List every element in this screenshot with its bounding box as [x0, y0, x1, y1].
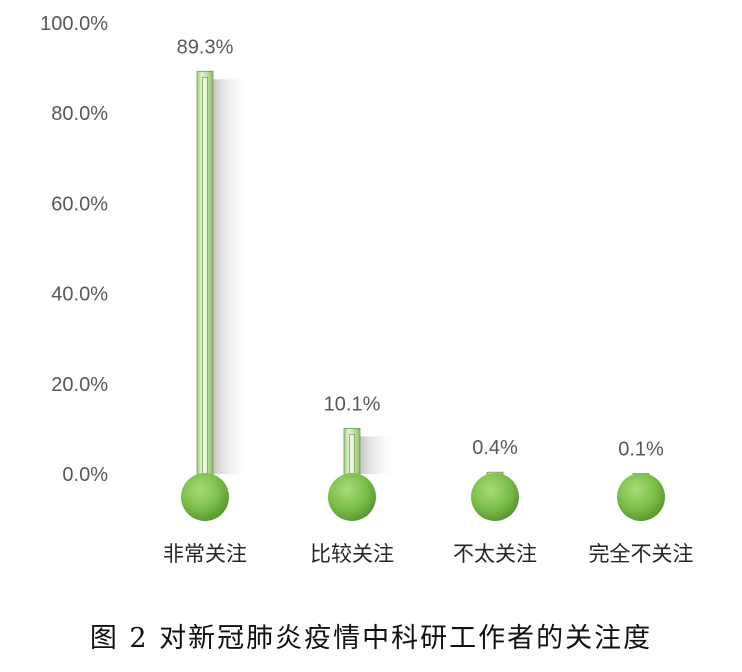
thermometer-bar: 89.3% [177, 36, 249, 521]
bar-bulb [471, 473, 519, 521]
y-tick-label: 60.0% [51, 193, 108, 215]
bar-highlight [349, 434, 355, 477]
bar-bulb [181, 473, 229, 521]
category-label: 比较关注 [310, 542, 394, 566]
bar-shadow [213, 79, 249, 474]
y-tick-label: 20.0% [51, 374, 108, 396]
category-label: 不太关注 [453, 542, 537, 566]
value-label: 0.1% [618, 439, 664, 461]
thermometer-bar: 10.1% [324, 393, 396, 521]
bars: 89.3% 10.1% 0.4% 0.1% [177, 36, 665, 521]
category-label: 非常关注 [163, 542, 247, 566]
x-axis: 非常关注 比较关注 不太关注 完全不关注 [163, 542, 694, 566]
y-tick-label: 0.0% [62, 464, 108, 486]
value-label: 10.1% [324, 393, 381, 415]
bar-shadow [360, 436, 396, 474]
bar-bulb [617, 473, 665, 521]
bar-highlight [202, 76, 208, 477]
y-tick-label: 100.0% [40, 13, 108, 35]
y-tick-label: 40.0% [51, 284, 108, 306]
thermometer-bar: 0.4% [471, 437, 519, 521]
y-tick-label: 80.0% [51, 103, 108, 125]
value-label: 0.4% [472, 437, 518, 459]
thermometer-bar: 0.1% [617, 439, 665, 521]
category-label: 完全不关注 [589, 542, 694, 566]
figure-caption: 图 2 对新冠肺炎疫情中科研工作者的关注度 [89, 623, 653, 654]
value-label: 89.3% [177, 36, 234, 58]
bar-bulb [328, 473, 376, 521]
y-axis: 0.0% 20.0% 40.0% 60.0% 80.0% 100.0% [40, 13, 108, 486]
